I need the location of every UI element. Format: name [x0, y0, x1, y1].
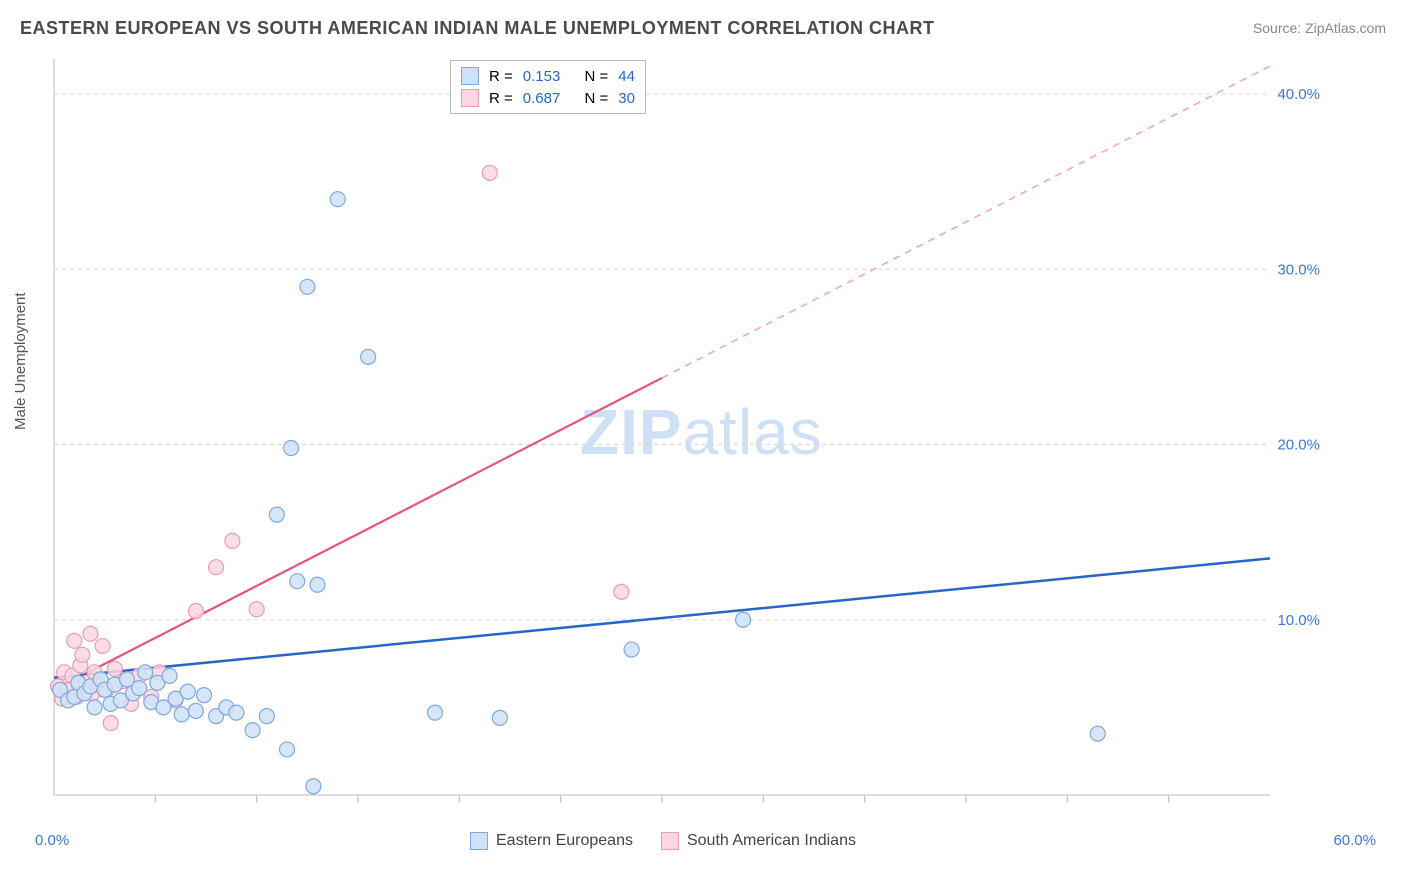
- swatch-icon: [470, 832, 488, 850]
- swatch-icon: [461, 89, 479, 107]
- n-value: 30: [618, 90, 635, 107]
- x-axis-max: 60.0%: [1333, 832, 1376, 849]
- n-label: N =: [584, 90, 608, 107]
- legend-label: South American Indians: [687, 832, 856, 850]
- svg-text:30.0%: 30.0%: [1277, 261, 1320, 278]
- legend-label: Eastern Europeans: [496, 832, 633, 850]
- scatter-plot: 10.0% 20.0% 30.0% 40.0%: [50, 55, 1330, 815]
- r-value: 0.153: [523, 68, 561, 85]
- stats-row-series-1: R = 0.687 N = 30: [461, 87, 635, 109]
- bottom-legend: Eastern Europeans South American Indians: [470, 832, 856, 850]
- legend-item-0: Eastern Europeans: [470, 832, 633, 850]
- swatch-icon: [461, 67, 479, 85]
- stats-legend: R = 0.153 N = 44 R = 0.687 N = 30: [450, 60, 646, 114]
- chart-title: EASTERN EUROPEAN VS SOUTH AMERICAN INDIA…: [20, 18, 935, 39]
- legend-item-1: South American Indians: [661, 832, 856, 850]
- svg-text:40.0%: 40.0%: [1277, 86, 1320, 103]
- r-value: 0.687: [523, 90, 561, 107]
- r-label: R =: [489, 90, 513, 107]
- r-label: R =: [489, 68, 513, 85]
- y-axis-label: Male Unemployment: [12, 292, 29, 430]
- stats-row-series-0: R = 0.153 N = 44: [461, 65, 635, 87]
- n-label: N =: [584, 68, 608, 85]
- swatch-icon: [661, 832, 679, 850]
- source-label: Source: ZipAtlas.com: [1253, 20, 1386, 36]
- svg-text:10.0%: 10.0%: [1277, 612, 1320, 629]
- x-axis-min: 0.0%: [35, 832, 69, 849]
- svg-text:20.0%: 20.0%: [1277, 437, 1320, 454]
- n-value: 44: [618, 68, 635, 85]
